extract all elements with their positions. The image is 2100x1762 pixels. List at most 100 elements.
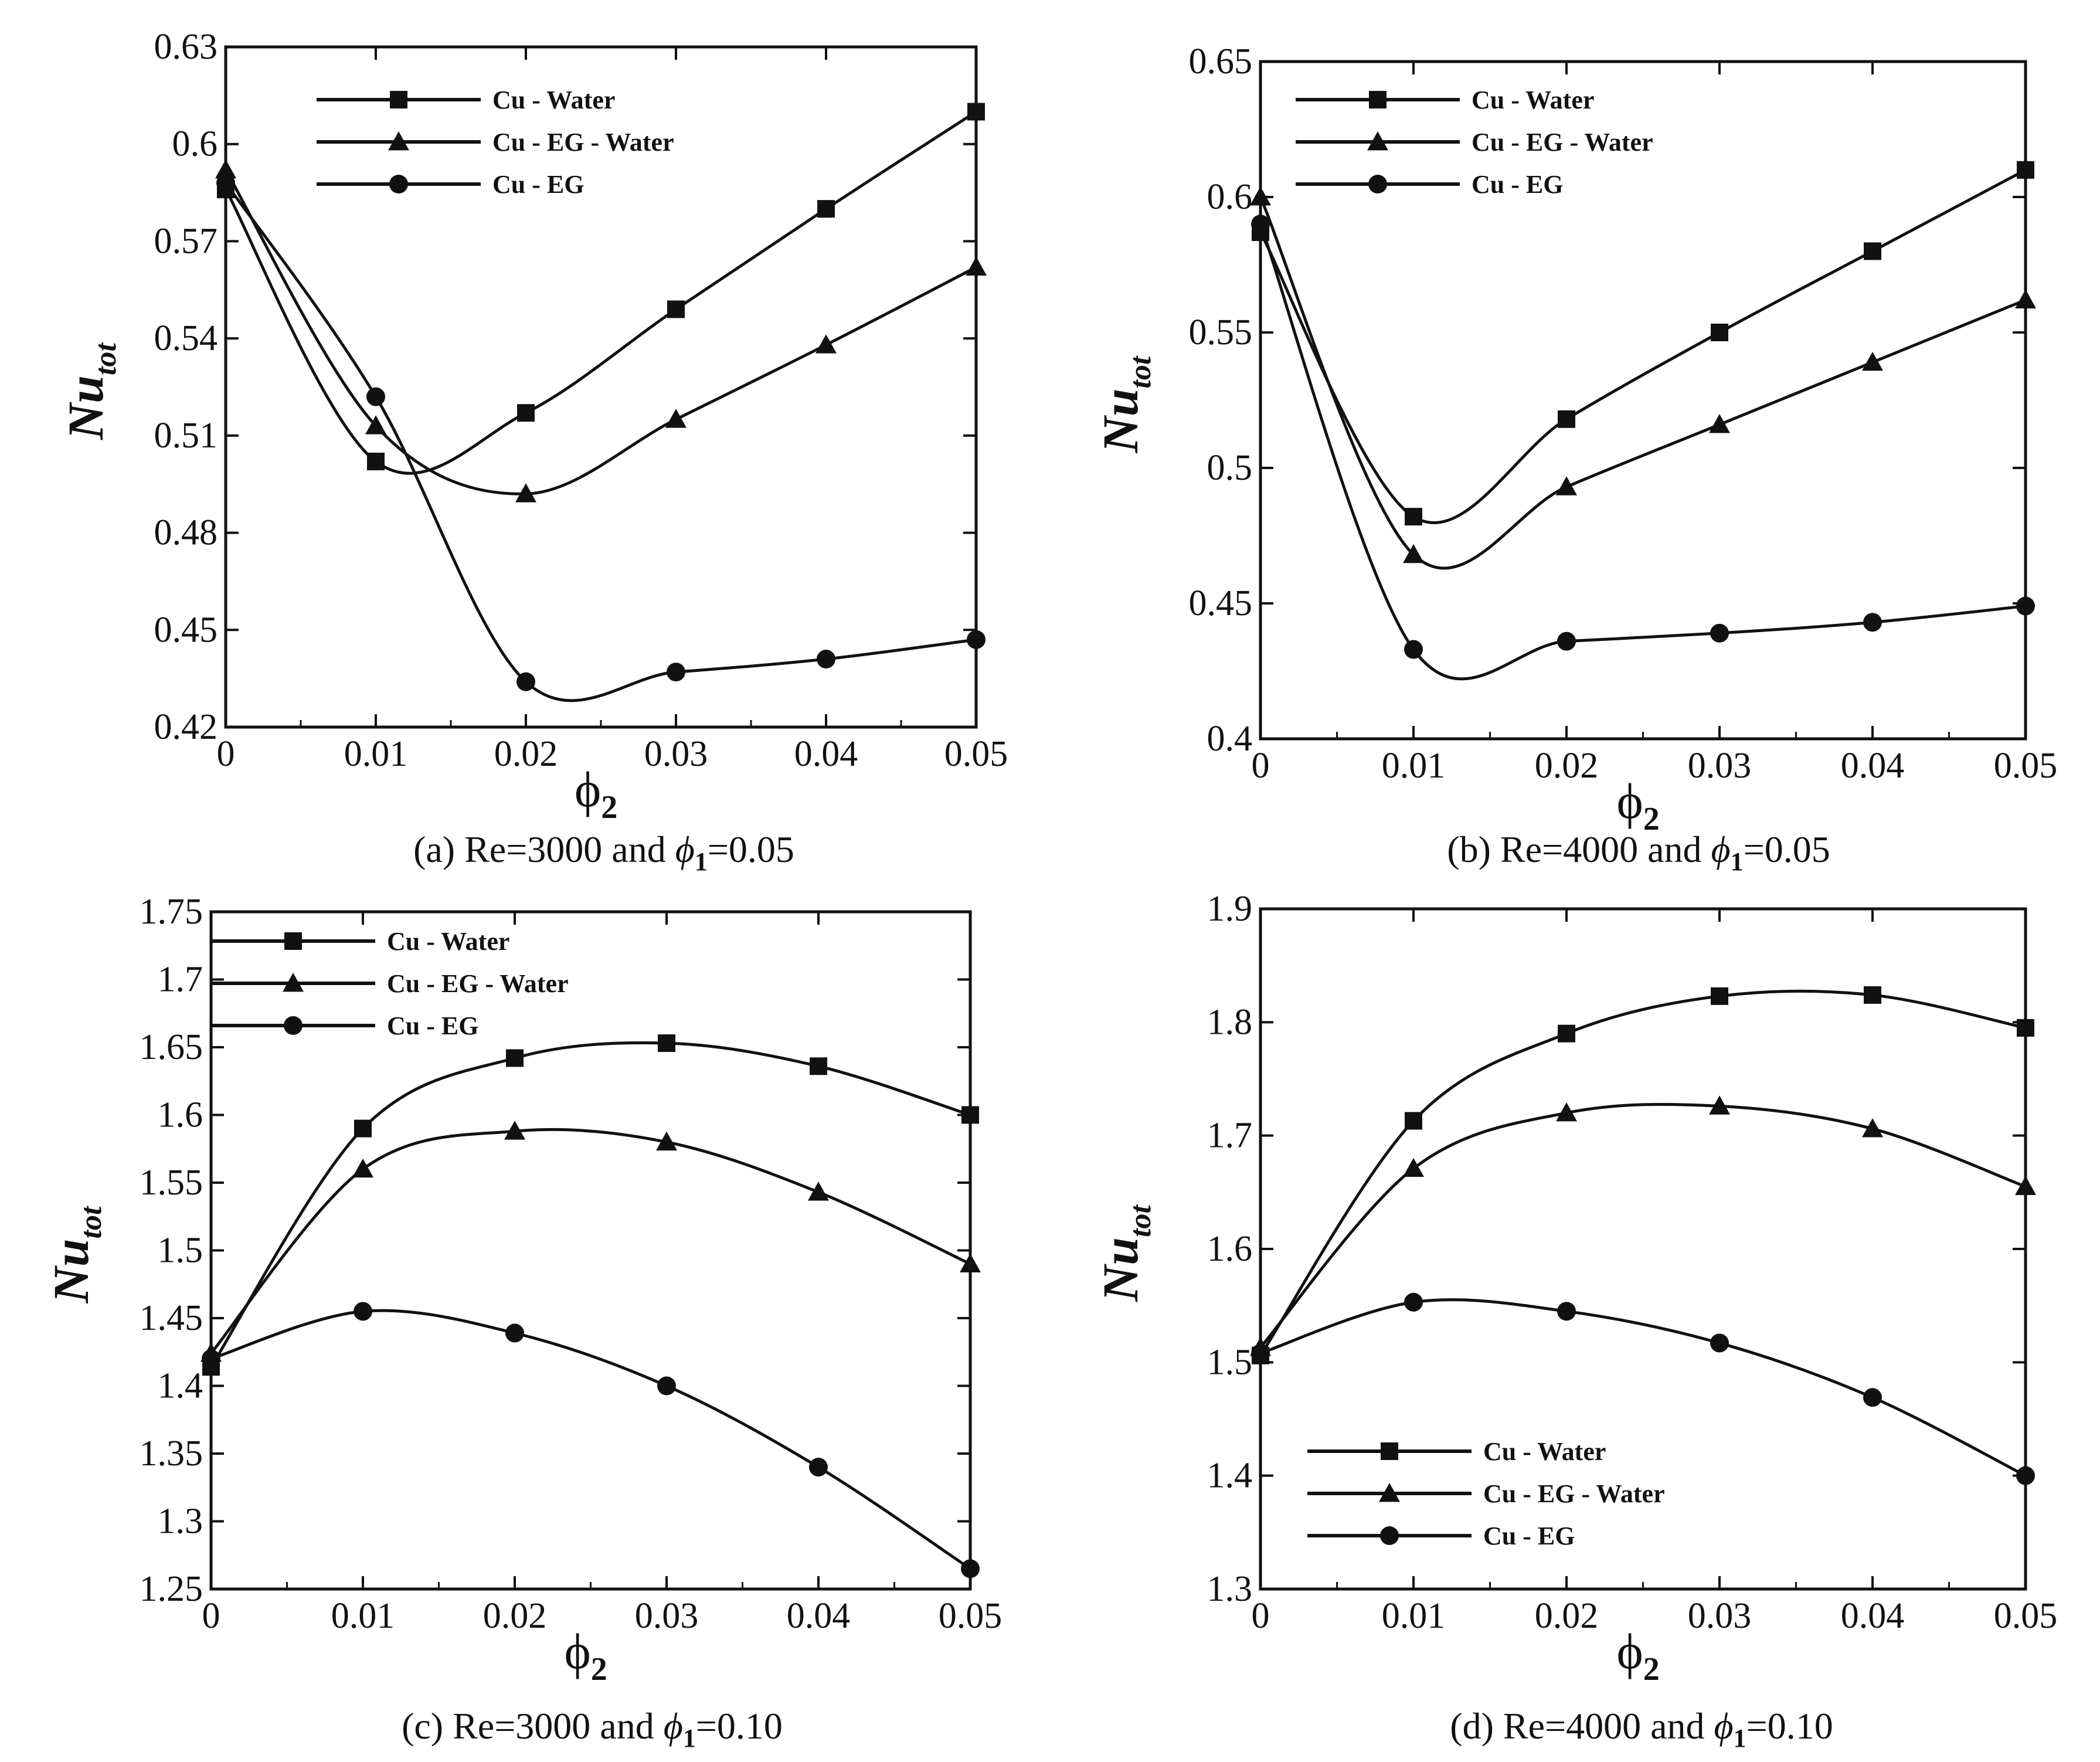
caption-prefix: (b) Re=4000 and bbox=[1447, 829, 1711, 870]
data-point bbox=[1710, 623, 1729, 643]
x-tick-label: 0.04 bbox=[794, 734, 858, 774]
x-tick-label: 0.05 bbox=[944, 734, 1008, 774]
legend-label: Cu - EG bbox=[1483, 1522, 1575, 1550]
data-point bbox=[815, 334, 837, 354]
x-tick-label: 0.03 bbox=[644, 734, 708, 774]
legend-marker bbox=[284, 1016, 303, 1035]
data-point bbox=[1557, 632, 1576, 651]
caption-prefix: (d) Re=4000 and bbox=[1450, 1705, 1714, 1747]
data-point bbox=[665, 409, 687, 428]
data-point bbox=[658, 1034, 675, 1053]
caption-suffix: =0.05 bbox=[708, 829, 794, 870]
panel-caption: (d) Re=4000 and ϕ1=0.10 bbox=[1450, 1705, 1833, 1753]
x-axis-label-main: ϕ bbox=[1617, 1623, 1643, 1679]
caption-sub: 1 bbox=[1731, 847, 1744, 876]
x-tick-label: 0.03 bbox=[635, 1596, 699, 1636]
y-axis-label-sub: tot bbox=[74, 1206, 108, 1238]
y-tick-label: 1.8 bbox=[1207, 1002, 1253, 1042]
legend: Cu - Water Cu - EG - Water Cu - EG bbox=[317, 86, 674, 199]
data-point bbox=[1864, 986, 1881, 1004]
x-axis-label-sub: 2 bbox=[601, 789, 617, 826]
series-cu-eg-water bbox=[1250, 186, 2036, 570]
series-cu-eg-water bbox=[215, 159, 987, 503]
x-tick-label: 0.04 bbox=[787, 1596, 851, 1636]
plot-frame bbox=[209, 910, 972, 1591]
x-axis-label-sub: 2 bbox=[1643, 1651, 1660, 1688]
data-point bbox=[2017, 161, 2034, 179]
y-tick-label: 1.3 bbox=[158, 1502, 203, 1542]
y-tick-label: 0.57 bbox=[154, 221, 218, 261]
y-tick-label: 1.5 bbox=[1207, 1342, 1253, 1382]
x-axis-label: ϕ2 bbox=[575, 761, 617, 826]
x-axis-label-main: ϕ bbox=[1617, 773, 1643, 829]
x-tick-label: 0.05 bbox=[939, 1596, 1003, 1636]
data-point bbox=[1710, 1333, 1729, 1353]
data-point bbox=[506, 1049, 524, 1067]
y-axis-label-sub: tot bbox=[1124, 1204, 1157, 1237]
legend-label: Cu - Water bbox=[492, 86, 615, 114]
data-point bbox=[367, 453, 385, 471]
data-point bbox=[1403, 544, 1424, 563]
data-point bbox=[967, 630, 986, 649]
y-axis-label-main: Nu bbox=[1092, 389, 1148, 454]
series-line bbox=[210, 1128, 971, 1354]
y-tick-label: 0.6 bbox=[1207, 177, 1253, 217]
data-point bbox=[1405, 508, 1422, 526]
legend-label: Cu - EG bbox=[387, 1011, 478, 1040]
series-line bbox=[1259, 223, 2026, 681]
y-tick-label: 0.63 bbox=[154, 27, 218, 67]
legend-label: Cu - EG bbox=[1472, 170, 1563, 199]
x-tick-label: 0 bbox=[1252, 746, 1270, 786]
caption-phi: ϕ bbox=[675, 829, 695, 870]
data-point bbox=[216, 174, 235, 192]
y-axis-label-sub: tot bbox=[1124, 355, 1157, 388]
caption-prefix: (c) Re=3000 and bbox=[402, 1705, 664, 1747]
data-point bbox=[1862, 1118, 1883, 1138]
series-cu-eg bbox=[202, 1302, 980, 1578]
x-tick-label: 0.05 bbox=[1994, 1596, 2058, 1636]
y-axis-label: Nutot bbox=[1092, 1204, 1157, 1302]
chart-panel-d: 0 0.01 0.02 0.03 0.04 0.05 1.3 1.4 1.5 1.6 1.7 1.8 1… bbox=[1092, 889, 2057, 1753]
legend-marker bbox=[389, 175, 408, 193]
series-cu-eg bbox=[216, 174, 986, 702]
data-point bbox=[1709, 1095, 1730, 1115]
chart-panel-c: 0 0.01 0.02 0.03 0.04 0.05 1.25 1.3 1.35 1.4 1.45 1… bbox=[43, 892, 1002, 1753]
data-point bbox=[1404, 640, 1423, 659]
y-tick-label: 1.7 bbox=[158, 960, 203, 1000]
data-point bbox=[2017, 1019, 2034, 1037]
x-tick-label: 0 bbox=[1252, 1596, 1270, 1636]
data-point bbox=[657, 1376, 676, 1396]
data-point bbox=[515, 483, 536, 503]
data-point bbox=[1556, 476, 1577, 495]
data-point bbox=[365, 415, 386, 434]
caption-suffix: =0.05 bbox=[1744, 829, 1830, 870]
legend-marker bbox=[1368, 175, 1387, 193]
panel-caption: (a) Re=3000 and ϕ1=0.05 bbox=[413, 829, 794, 876]
caption-prefix: (a) Re=3000 and bbox=[413, 829, 675, 870]
data-point bbox=[1863, 1388, 1882, 1407]
x-tick-label: 0.01 bbox=[331, 1596, 395, 1636]
series-cu-eg bbox=[1251, 215, 2035, 681]
x-axis-label-sub: 2 bbox=[1643, 801, 1660, 837]
y-axis-label-sub: tot bbox=[89, 342, 123, 375]
x-axis-label: ϕ2 bbox=[1617, 1623, 1660, 1688]
y-tick-label: 1.4 bbox=[158, 1366, 203, 1406]
y-tick-label: 1.9 bbox=[1207, 889, 1253, 929]
data-point bbox=[1557, 1302, 1576, 1321]
data-point bbox=[817, 650, 835, 668]
y-axis-label: Nutot bbox=[43, 1206, 108, 1303]
data-point bbox=[1709, 414, 1730, 433]
x-axis-label-sub: 2 bbox=[591, 1651, 607, 1688]
caption-phi: ϕ bbox=[1711, 829, 1731, 870]
data-point bbox=[354, 1302, 372, 1321]
series-line bbox=[1259, 196, 2026, 570]
legend-marker bbox=[284, 932, 302, 950]
data-point bbox=[1405, 1112, 1422, 1130]
legend-label: Cu - EG bbox=[492, 170, 584, 199]
x-axis-label-main: ϕ bbox=[565, 1623, 591, 1679]
y-tick-label: 0.45 bbox=[154, 610, 218, 650]
legend-label: Cu - EG - Water bbox=[492, 128, 674, 157]
y-tick-label: 1.35 bbox=[140, 1434, 203, 1474]
caption-sub: 1 bbox=[1734, 1724, 1746, 1753]
